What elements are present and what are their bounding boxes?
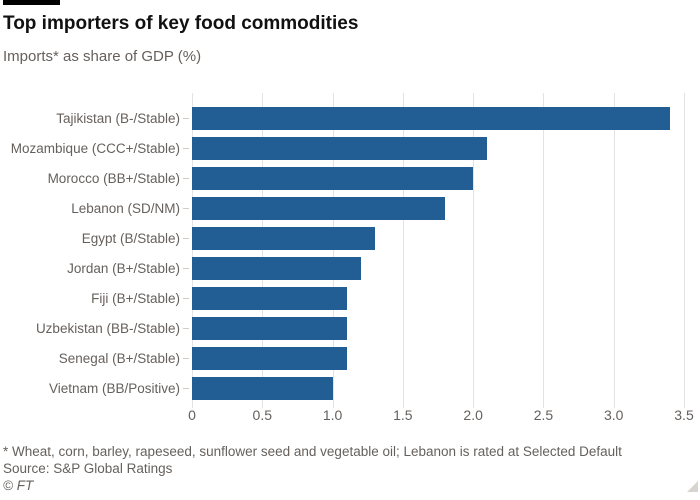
x-axis-label: 1.0	[322, 407, 343, 423]
bar-label: Mozambique (CCC+/Stable)	[10, 141, 180, 156]
chart-title: Top importers of key food commodities	[3, 13, 359, 34]
bar	[192, 287, 347, 310]
x-axis-label: 3.0	[603, 407, 624, 423]
bar-label: Egypt (B/Stable)	[81, 231, 180, 246]
y-axis-tick	[183, 208, 189, 209]
bar-label: Jordan (B+/Stable)	[67, 261, 180, 276]
y-axis-tick	[183, 388, 189, 389]
bar-label: Tajikistan (B-/Stable)	[56, 111, 180, 126]
bar	[192, 257, 361, 280]
x-axis-label: 0	[188, 407, 196, 423]
gridline	[262, 93, 264, 408]
y-axis-tick	[183, 238, 189, 239]
source: Source: S&P Global Ratings	[3, 461, 173, 476]
bar	[192, 197, 446, 220]
bar-label: Fiji (B+/Stable)	[91, 291, 180, 306]
bar	[192, 227, 375, 250]
bar	[192, 167, 474, 190]
title-accent-bar	[3, 0, 60, 5]
gridline	[332, 93, 334, 408]
bar-label: Morocco (BB+/Stable)	[47, 171, 180, 186]
resize-handle-icon[interactable]	[687, 481, 698, 492]
y-axis-tick	[183, 268, 189, 269]
chart-subtitle: Imports* as share of GDP (%)	[3, 48, 202, 65]
y-axis-tick	[183, 298, 189, 299]
bar	[192, 107, 670, 130]
bar-label: Uzbekistan (BB-/Stable)	[35, 321, 180, 336]
bar-label: Vietnam (BB/Positive)	[48, 381, 180, 396]
y-axis-tick	[183, 358, 189, 359]
gridline	[613, 93, 615, 408]
bar	[192, 137, 488, 160]
gridline	[684, 93, 685, 408]
x-axis-label: 2.5	[533, 407, 554, 423]
bar	[192, 317, 347, 340]
bar	[192, 377, 333, 400]
footnote: * Wheat, corn, barley, rapeseed, sunflow…	[3, 444, 622, 459]
gridline	[192, 93, 193, 408]
y-axis-tick	[183, 178, 189, 179]
x-axis-label: 2.0	[463, 407, 483, 423]
gridline	[543, 93, 545, 408]
gridline	[473, 93, 475, 408]
bar-label: Lebanon (SD/NM)	[71, 201, 180, 216]
bar	[192, 347, 347, 370]
x-axis-label: 1.5	[393, 407, 413, 423]
y-axis-tick	[183, 328, 189, 329]
x-axis-label: 3.5	[674, 407, 694, 423]
gridline	[402, 93, 404, 408]
bar-label: Senegal (B+/Stable)	[58, 351, 180, 366]
ft-credit: © FT	[3, 478, 34, 493]
y-axis-tick	[183, 148, 189, 149]
y-axis-tick	[183, 118, 189, 119]
x-axis-label: 0.5	[252, 407, 273, 423]
